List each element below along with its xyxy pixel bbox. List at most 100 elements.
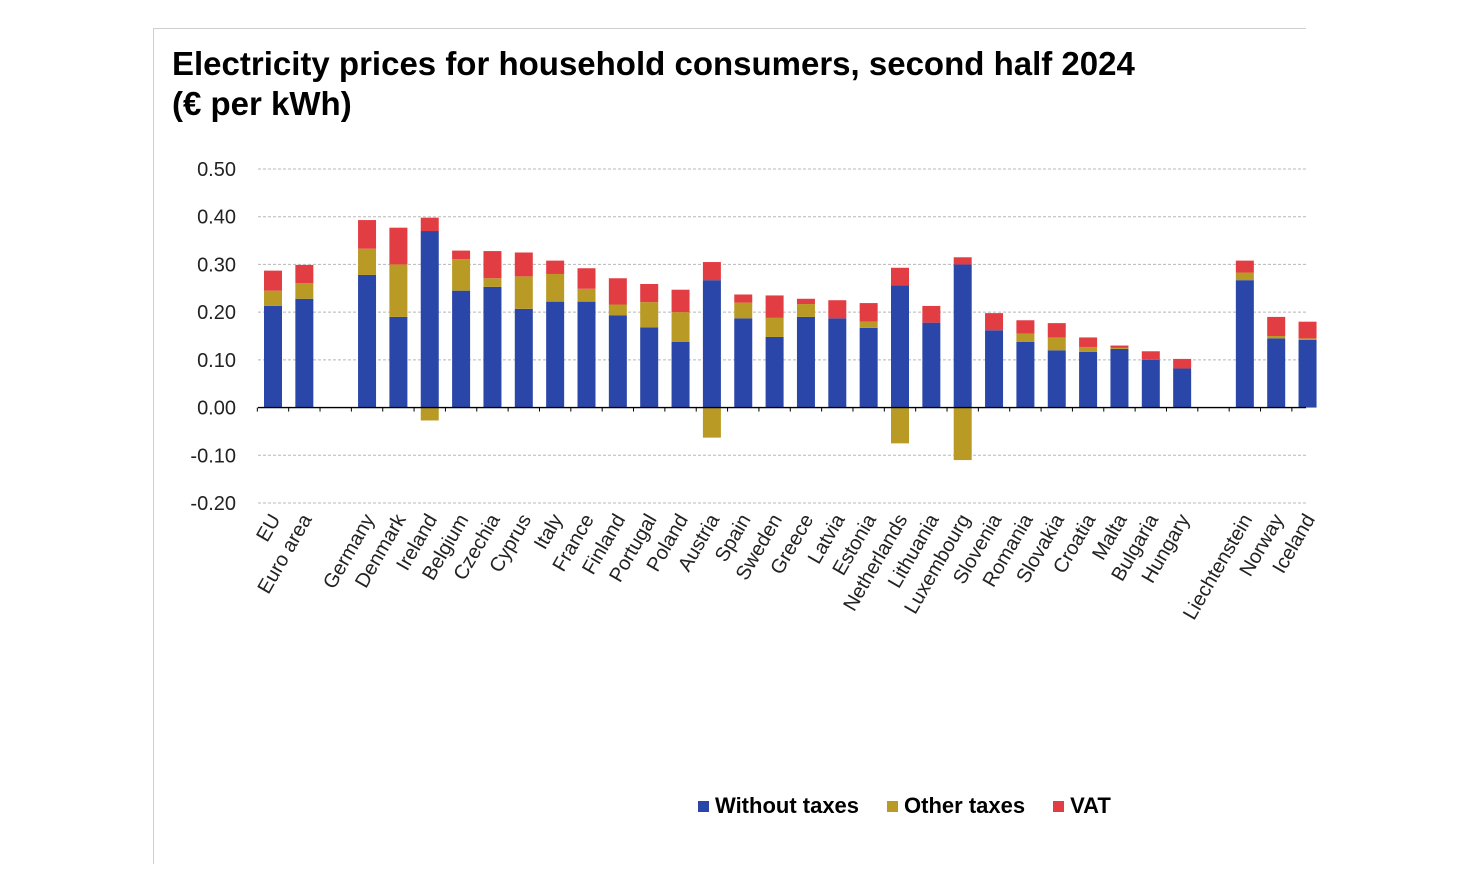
- bar-segment: [1110, 348, 1129, 408]
- bar-segment: [1267, 338, 1286, 408]
- legend-swatch-without-taxes: [698, 800, 709, 812]
- bar-segment: [295, 283, 314, 299]
- bar-segment: [546, 301, 565, 408]
- legend-swatch-other-taxes: [887, 800, 899, 812]
- bar-segment: [671, 341, 690, 408]
- bar-segment: [1235, 280, 1254, 408]
- bar-segment: [452, 259, 471, 291]
- bar-segment: [702, 407, 721, 438]
- bar-segment: [765, 295, 784, 318]
- bar-segment: [483, 251, 502, 279]
- bar-segment: [420, 407, 439, 421]
- bar-segment: [264, 290, 282, 306]
- bar-segment: [1016, 320, 1035, 334]
- bar-segment: [577, 301, 596, 408]
- chart-frame: [153, 28, 1306, 864]
- chart-title-line-1: Electricity prices for household consume…: [172, 45, 1135, 82]
- bar-segment: [985, 330, 1004, 408]
- bar-segment: [264, 305, 282, 408]
- bar-segment: [702, 262, 721, 281]
- bar-segment: [859, 321, 878, 328]
- bar-segment: [640, 283, 659, 303]
- bar-segment: [1141, 351, 1160, 360]
- y-tick-label: 0.10: [197, 350, 236, 372]
- bar-segment: [1267, 316, 1286, 336]
- legend-item-vat: VAT: [1053, 793, 1111, 819]
- bar-segment: [1141, 359, 1160, 408]
- bar-segment: [546, 260, 565, 274]
- bar-segment: [1079, 351, 1098, 408]
- legend-item-without-taxes: Without taxes: [698, 793, 859, 819]
- bar-segment: [358, 248, 377, 275]
- bar-segment: [1173, 358, 1192, 369]
- y-tick-label: 0.20: [197, 302, 236, 324]
- bar-segment: [358, 274, 377, 408]
- bar-segment: [796, 304, 815, 317]
- bar-segment: [953, 257, 972, 265]
- legend-label-without-taxes: Without taxes: [715, 793, 860, 818]
- bar-segment: [1047, 350, 1066, 408]
- bar-segment: [420, 217, 439, 232]
- bar-segment: [671, 312, 690, 342]
- bar-segment: [1267, 336, 1286, 339]
- bar-segment: [702, 280, 721, 408]
- bar-segment: [859, 303, 878, 322]
- bar-segment: [765, 336, 784, 408]
- bar-segment: [796, 298, 815, 305]
- bar-segment: [514, 276, 533, 309]
- bar-segment: [608, 278, 627, 305]
- y-tick-label: 0.50: [197, 159, 236, 181]
- bar-segment: [1235, 260, 1254, 273]
- bar-segment: [389, 227, 408, 265]
- bar-segment: [734, 294, 753, 303]
- legend-swatch-vat: [1053, 800, 1065, 812]
- y-tick-label: 0.40: [197, 207, 236, 229]
- bar-segment: [389, 316, 408, 408]
- legend-label-vat: VAT: [1070, 793, 1111, 818]
- chart-title: Electricity prices for household consume…: [172, 44, 1135, 124]
- y-tick-label: -0.10: [190, 445, 236, 467]
- bar-segment: [358, 220, 377, 249]
- bar-segment: [828, 318, 847, 408]
- bar-segment: [264, 270, 282, 291]
- y-tick-label: -0.20: [190, 493, 236, 515]
- bar-segment: [452, 290, 471, 408]
- bar-segment: [295, 264, 314, 284]
- bar-segment: [1235, 272, 1254, 281]
- bar-segment: [608, 304, 627, 316]
- bar-segment: [577, 268, 596, 289]
- bar-segment: [891, 267, 909, 286]
- bar-segment: [985, 313, 1004, 331]
- bar-segment: [1016, 341, 1035, 408]
- bar-segment: [922, 305, 941, 323]
- bar-segment: [734, 302, 753, 319]
- bar-segment: [796, 316, 815, 408]
- y-tick-label: 0.30: [197, 254, 236, 276]
- bar-segment: [1298, 338, 1317, 340]
- bar-segment: [452, 250, 471, 260]
- bar-segment: [514, 308, 533, 408]
- legend: Without taxes Other taxes VAT: [698, 793, 1111, 819]
- bar-segment: [608, 315, 627, 408]
- bar-segment: [891, 407, 909, 444]
- bar-segment: [295, 298, 314, 408]
- bar-segment: [389, 264, 408, 317]
- bar-segment: [859, 327, 878, 408]
- bar-segment: [1110, 347, 1129, 349]
- bar-segment: [1047, 323, 1066, 338]
- legend-label-other-taxes: Other taxes: [904, 793, 1026, 818]
- bar-segment: [546, 273, 565, 302]
- bar-segment: [577, 288, 596, 302]
- bar-segment: [1298, 339, 1317, 408]
- legend-item-other-taxes: Other taxes: [887, 793, 1025, 819]
- bar-segment: [1016, 333, 1035, 342]
- bar-segment: [953, 264, 972, 408]
- bar-segment: [483, 286, 502, 408]
- bar-segment: [1298, 321, 1317, 339]
- bar-segment: [483, 278, 502, 287]
- bar-segment: [1079, 337, 1098, 347]
- bar-segment: [420, 231, 439, 408]
- bar-segment: [640, 327, 659, 408]
- bar-segment: [1173, 368, 1192, 408]
